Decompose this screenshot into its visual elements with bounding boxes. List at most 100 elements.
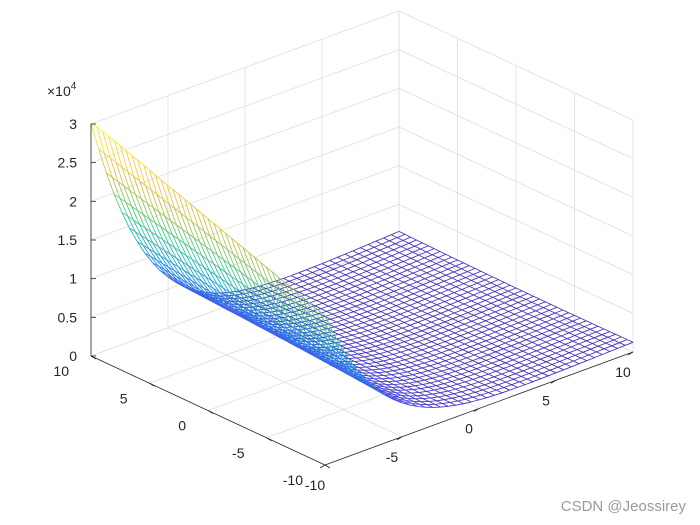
mesh-segment [460, 351, 469, 356]
mesh-segment [457, 398, 466, 402]
mesh-segment [596, 351, 603, 355]
mesh-segment [489, 325, 498, 330]
mesh-segment [163, 269, 173, 278]
mesh-segment [137, 160, 146, 186]
mesh-segment [330, 316, 339, 320]
z-tick-label: 2.5 [58, 155, 78, 171]
mesh-segment [615, 333, 622, 338]
mesh-segment [524, 364, 531, 369]
mesh-segment [191, 259, 201, 274]
mesh-segment [299, 315, 308, 330]
mesh-segment [456, 306, 463, 311]
mesh-segment [328, 321, 337, 325]
mesh-segment [452, 318, 459, 322]
mesh-segment [601, 331, 610, 336]
mesh-segment [454, 349, 463, 353]
mesh-segment [218, 291, 228, 302]
mesh-segment [388, 288, 395, 292]
mesh-segment [407, 385, 415, 388]
mesh-segment [195, 251, 205, 268]
mesh-segment [335, 280, 344, 285]
mesh-segment [377, 355, 386, 359]
mesh-segment [184, 198, 191, 205]
mesh-segment [339, 271, 346, 276]
mesh-segment [224, 295, 232, 300]
mesh-segment [313, 305, 320, 312]
mesh-segment [439, 373, 448, 377]
mesh-segment [553, 338, 560, 342]
mesh-segment [150, 190, 160, 213]
mesh-segment [422, 398, 429, 402]
mesh-segment [397, 377, 404, 381]
mesh-segment [422, 365, 431, 369]
mesh-segment [449, 280, 458, 285]
mesh-segment [446, 295, 453, 299]
mesh-segment [406, 369, 415, 373]
mesh-segment [351, 297, 358, 301]
mesh-segment [424, 362, 431, 367]
mesh-segment [170, 253, 177, 259]
mesh-segment [260, 296, 269, 311]
mesh-segment [527, 293, 534, 297]
mesh-segment [418, 254, 425, 259]
mesh-segment [462, 329, 469, 334]
mesh-segment [361, 305, 370, 310]
mesh-segment [444, 341, 452, 345]
mesh-segment [594, 334, 603, 339]
mesh-segment [332, 294, 339, 299]
mesh-segment [400, 333, 407, 337]
mesh-segment [217, 255, 226, 273]
mesh-segment [561, 355, 568, 359]
mesh-segment [584, 323, 593, 327]
mesh-segment [295, 283, 302, 288]
mesh-segment [498, 320, 506, 324]
mesh-segment [512, 296, 521, 301]
mesh-segment [421, 307, 430, 312]
mesh-segment [296, 275, 305, 279]
mesh-segment [507, 376, 514, 380]
mesh-segment [457, 280, 464, 284]
mesh-segment [96, 126, 105, 154]
mesh-segment [373, 364, 382, 367]
mesh-segment [547, 355, 555, 360]
mesh-segment [404, 375, 412, 380]
mesh-segment [529, 327, 537, 332]
mesh-segment [459, 376, 468, 380]
mesh-segment [295, 321, 304, 334]
mesh-segment [227, 249, 234, 255]
mesh-segment [234, 268, 244, 285]
mesh-segment [536, 367, 545, 371]
mesh-segment [291, 325, 300, 337]
mesh-segment [293, 311, 302, 326]
mesh-segment [381, 378, 389, 382]
mesh-segment [334, 305, 343, 310]
mesh-segment [591, 323, 599, 327]
mesh-segment [480, 394, 487, 399]
mesh-segment [459, 271, 468, 276]
mesh-segment [595, 331, 603, 336]
mesh-segment [446, 335, 454, 339]
mesh-segment [377, 252, 386, 257]
mesh-segment [537, 301, 546, 306]
mesh-segment [546, 358, 555, 363]
mesh-segment [289, 316, 296, 320]
mesh-segment [281, 283, 288, 287]
mesh-segment [160, 226, 168, 232]
mesh-segment [170, 220, 177, 226]
mesh-segment [488, 392, 495, 396]
mesh-segment [244, 262, 252, 269]
mesh-segment [291, 299, 300, 316]
mesh-segment [382, 325, 389, 329]
mesh-segment [385, 370, 394, 373]
grid-line [398, 242, 634, 353]
mesh-segment [422, 281, 431, 286]
mesh-segment [421, 346, 430, 351]
mesh-segment [231, 237, 240, 259]
mesh-segment [444, 321, 451, 325]
mesh-segment [240, 272, 248, 278]
mesh-segment [403, 257, 412, 262]
mesh-segment [360, 244, 369, 249]
mesh-segment [119, 198, 129, 217]
mesh-segment [196, 208, 203, 215]
